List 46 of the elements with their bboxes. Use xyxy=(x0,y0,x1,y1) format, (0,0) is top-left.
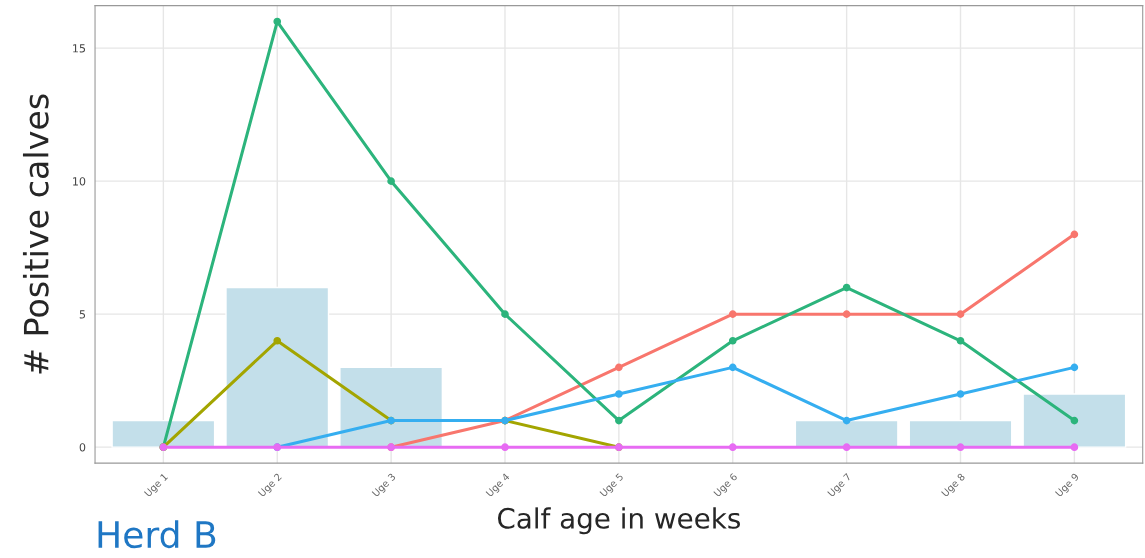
point xyxy=(1070,230,1079,239)
point xyxy=(956,310,965,318)
point xyxy=(501,443,509,451)
point xyxy=(728,443,737,451)
x-tick-label: Uge 5 xyxy=(599,472,625,499)
point xyxy=(1070,443,1079,451)
point xyxy=(615,363,623,372)
y-tick-label: 5 xyxy=(79,310,86,319)
point xyxy=(1070,416,1079,425)
point xyxy=(615,416,623,425)
x-tick-label: Uge 3 xyxy=(371,472,398,499)
point xyxy=(956,443,965,451)
point xyxy=(842,416,851,425)
x-tick-label: Uge 2 xyxy=(257,472,284,499)
point xyxy=(728,336,737,345)
point xyxy=(728,363,737,372)
x-tick-label: Uge 6 xyxy=(713,472,739,499)
y-tick-label: 10 xyxy=(73,177,86,186)
bar xyxy=(1022,393,1127,448)
point xyxy=(842,310,851,318)
point xyxy=(1070,363,1079,372)
y-tick-label: 15 xyxy=(73,44,86,53)
x-tick-label: Uge 1 xyxy=(143,473,170,499)
bar xyxy=(339,366,444,448)
bar xyxy=(111,419,216,448)
y-tick-label: 0 xyxy=(79,443,86,452)
point xyxy=(956,390,965,398)
x-tick-label: Uge 4 xyxy=(485,472,512,499)
x-axis-title: Calf age in weeks xyxy=(497,507,740,535)
bar xyxy=(908,419,1013,448)
text: Herd B xyxy=(98,520,216,549)
point xyxy=(842,443,851,451)
point xyxy=(615,390,623,398)
point xyxy=(501,310,509,318)
y-axis-title: # Positive calves xyxy=(22,94,49,374)
point xyxy=(956,336,965,345)
point xyxy=(728,310,737,318)
x-tick-label: Uge 8 xyxy=(941,472,967,499)
x-tick-label: Uge 9 xyxy=(1054,472,1081,499)
x-tick-label: Uge 7 xyxy=(827,472,853,499)
point xyxy=(842,283,851,292)
point xyxy=(273,336,282,345)
point xyxy=(387,177,395,185)
bar xyxy=(794,419,899,448)
point xyxy=(273,17,282,26)
bar xyxy=(225,286,330,448)
